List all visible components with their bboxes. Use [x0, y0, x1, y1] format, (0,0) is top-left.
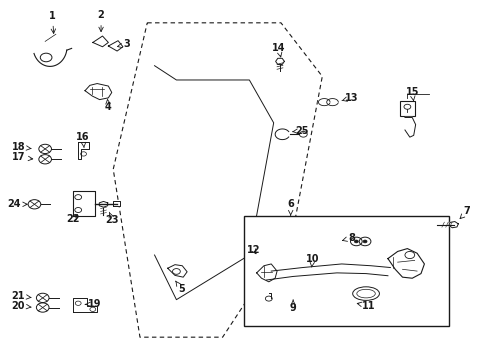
Polygon shape [78, 142, 89, 159]
Text: 17: 17 [12, 153, 33, 162]
Text: 13: 13 [341, 93, 358, 103]
Polygon shape [256, 264, 277, 282]
Text: 19: 19 [85, 299, 102, 309]
Polygon shape [326, 99, 338, 106]
Text: 1: 1 [49, 11, 56, 33]
Text: 6: 6 [287, 199, 293, 215]
Bar [244, 216, 448, 327]
Polygon shape [387, 249, 424, 278]
Text: 14: 14 [271, 43, 285, 57]
Text: 10: 10 [305, 254, 319, 267]
Polygon shape [448, 221, 457, 228]
Polygon shape [318, 99, 329, 106]
Ellipse shape [356, 289, 374, 298]
Polygon shape [275, 58, 284, 64]
Polygon shape [93, 36, 108, 47]
Bar [399, 102, 414, 116]
Text: 7: 7 [459, 206, 469, 219]
Text: 8: 8 [342, 233, 354, 243]
Text: 18: 18 [12, 142, 31, 152]
Ellipse shape [352, 287, 379, 300]
Text: 5: 5 [175, 281, 184, 294]
Polygon shape [108, 41, 122, 51]
Text: 4: 4 [105, 99, 111, 112]
Text: 2: 2 [98, 10, 104, 32]
Text: 24: 24 [7, 199, 27, 209]
Text: 3: 3 [117, 39, 130, 49]
Text: 9: 9 [289, 300, 296, 313]
Text: 25: 25 [292, 126, 308, 136]
Text: 16: 16 [76, 132, 90, 148]
Circle shape [363, 240, 366, 243]
Text: 11: 11 [357, 301, 374, 311]
Text: 22: 22 [66, 214, 80, 224]
Text: 21: 21 [12, 291, 31, 301]
Polygon shape [73, 191, 95, 216]
Text: 23: 23 [105, 212, 119, 225]
Polygon shape [167, 265, 187, 277]
Text: 20: 20 [12, 301, 31, 311]
Polygon shape [73, 298, 97, 312]
Text: 12: 12 [246, 245, 260, 255]
Text: 15: 15 [405, 87, 418, 100]
Polygon shape [85, 84, 112, 100]
Polygon shape [99, 202, 107, 207]
Polygon shape [113, 201, 119, 206]
Circle shape [354, 240, 358, 243]
Polygon shape [404, 117, 415, 137]
